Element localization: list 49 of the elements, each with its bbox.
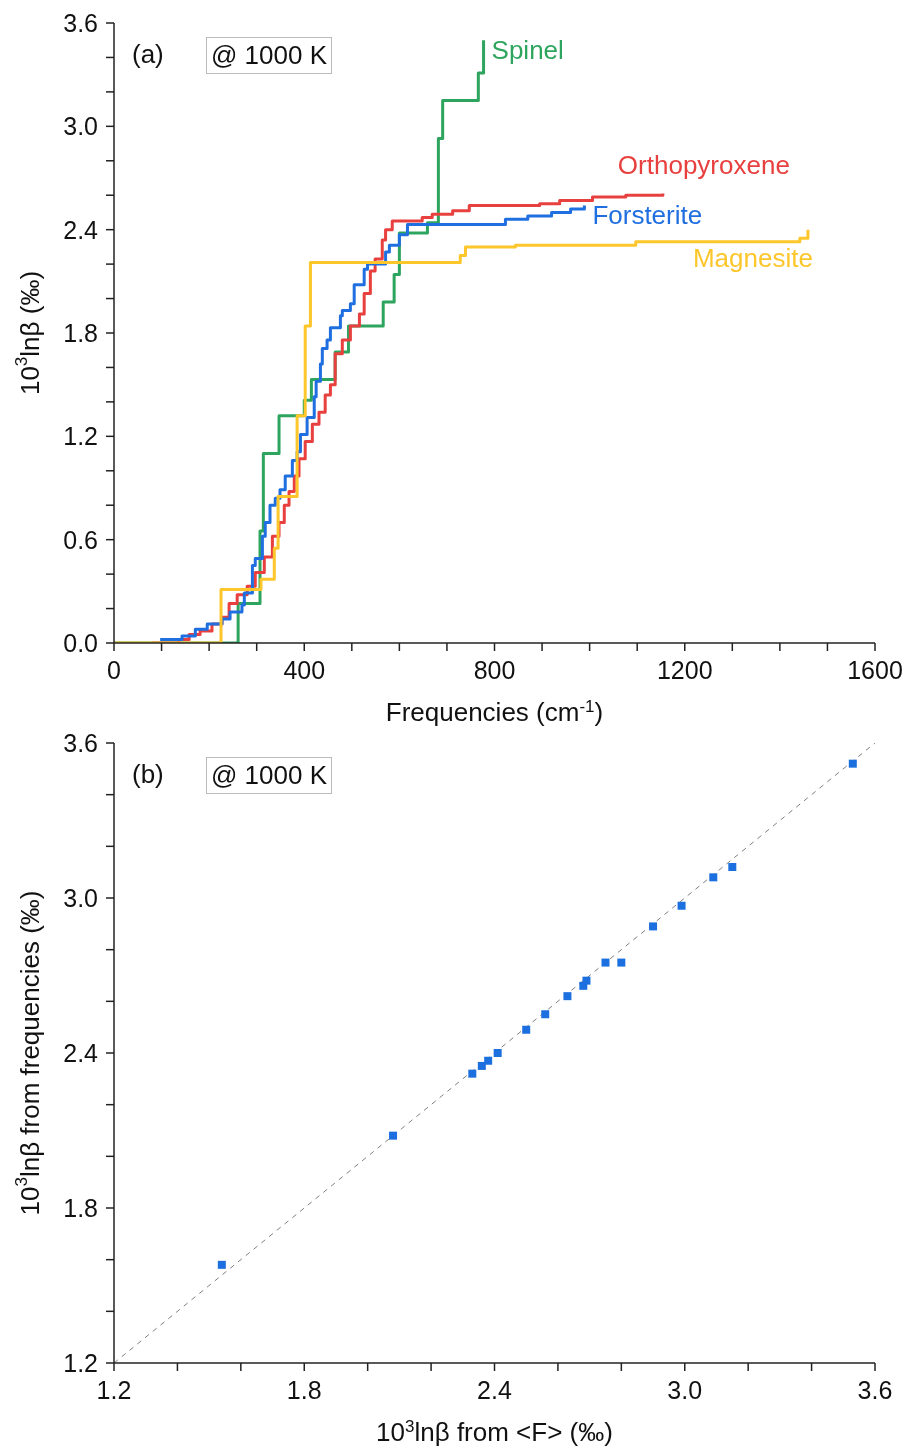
y-tick-label: 3.6 [63, 728, 98, 757]
series-label: Magnesite [692, 242, 813, 273]
series-label: Spinel [491, 35, 564, 66]
x-axis-title: Frequencies (cm$^{-1}$) [385, 696, 604, 727]
y-tick-label: 1.8 [63, 1193, 98, 1222]
series-label: Forsterite [592, 200, 703, 231]
point [563, 992, 572, 1001]
point [522, 1025, 531, 1034]
point [649, 922, 658, 931]
x-tick-label: 3.6 [857, 1375, 893, 1404]
annotation: @ 1000 K [211, 760, 328, 790]
point [601, 958, 610, 967]
y-tick-label: 3.0 [63, 112, 98, 141]
x-tick-label: 1.8 [286, 1375, 322, 1404]
x-tick-label: 3.0 [667, 1375, 703, 1404]
point [709, 873, 718, 882]
point [541, 1010, 550, 1019]
y-tick-label: 1.2 [63, 1348, 98, 1377]
point [848, 759, 857, 768]
annotation: (a) [132, 39, 164, 69]
point [617, 958, 626, 967]
x-tick-label: 800 [473, 655, 516, 684]
y-tick-label: 1.8 [63, 318, 98, 347]
x-tick-label: 0 [107, 655, 121, 684]
x-tick-label: 1.2 [96, 1375, 132, 1404]
x-axis-title: 10$^{3}$lnβ from <F> (‰) [376, 1416, 613, 1447]
point [493, 1049, 502, 1057]
point [217, 1260, 226, 1269]
point [484, 1056, 493, 1065]
y-tick-label: 0.6 [63, 525, 98, 554]
y-tick-label: 1.2 [63, 422, 98, 451]
x-tick-label: 1600 [847, 655, 903, 684]
point [582, 976, 591, 985]
point [389, 1131, 398, 1140]
x-tick-label: 1200 [656, 655, 713, 684]
y-tick-label: 3.6 [63, 8, 98, 37]
point [728, 863, 737, 871]
annotation: @ 1000 K [211, 40, 328, 70]
x-tick-label: 2.4 [477, 1375, 512, 1404]
point [677, 901, 686, 910]
y-tick-label: 2.4 [63, 1038, 99, 1067]
annotation: (b) [132, 759, 164, 789]
y-tick-label: 2.4 [63, 215, 99, 244]
y-tick-label: 0.0 [63, 628, 98, 657]
series-label: Orthopyroxene [617, 150, 790, 181]
y-tick-label: 3.0 [63, 883, 98, 912]
x-tick-label: 400 [283, 655, 326, 684]
point [477, 1061, 486, 1070]
point [468, 1069, 477, 1078]
